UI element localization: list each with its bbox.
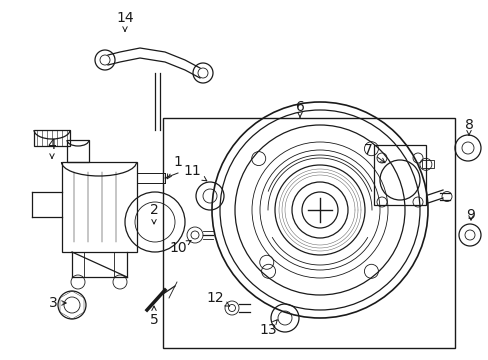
Text: 2: 2 — [149, 203, 158, 224]
Bar — [373, 145, 425, 205]
Bar — [163, 118, 454, 348]
Text: 12: 12 — [206, 291, 229, 306]
Text: 5: 5 — [149, 306, 158, 327]
Bar — [421, 160, 433, 168]
Text: 13: 13 — [259, 320, 277, 337]
Bar — [67, 140, 89, 162]
Text: 7: 7 — [363, 143, 384, 163]
Bar — [34, 130, 70, 146]
Text: 1: 1 — [167, 155, 182, 179]
Text: 6: 6 — [295, 100, 304, 117]
Text: 14: 14 — [116, 11, 134, 31]
Text: 11: 11 — [183, 164, 206, 181]
Text: 9: 9 — [466, 208, 474, 222]
Text: 10: 10 — [169, 240, 191, 255]
Bar — [62, 162, 137, 252]
Text: 3: 3 — [48, 296, 66, 310]
Text: 8: 8 — [464, 118, 472, 135]
Text: 4: 4 — [47, 138, 56, 158]
